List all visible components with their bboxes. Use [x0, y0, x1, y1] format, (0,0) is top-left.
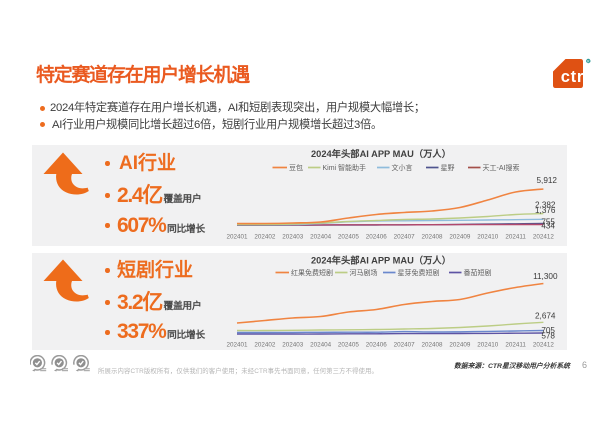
svg-text:202403: 202403	[282, 341, 304, 348]
svg-text:河马剧场: 河马剧场	[350, 268, 378, 277]
svg-text:Kimi 智能助手: Kimi 智能助手	[323, 163, 367, 172]
svg-text:202410: 202410	[477, 234, 499, 241]
svg-text:星芽免费短剧: 星芽免费短剧	[398, 268, 440, 277]
svg-text:202406: 202406	[366, 341, 388, 348]
svg-text:豆包: 豆包	[289, 163, 303, 172]
svg-text:2,674: 2,674	[535, 312, 556, 321]
svg-text:202401: 202401	[226, 234, 248, 241]
svg-text:R: R	[587, 59, 590, 63]
svg-text:5,912: 5,912	[537, 176, 558, 185]
svg-text:星野: 星野	[441, 164, 455, 172]
svg-text:ctr: ctr	[561, 68, 584, 86]
svg-text:文小言: 文小言	[392, 163, 413, 172]
svg-text:202407: 202407	[394, 341, 416, 348]
svg-text:202405: 202405	[338, 341, 360, 348]
svg-text:1,376: 1,376	[535, 206, 556, 215]
svg-text:202408: 202408	[421, 341, 443, 348]
svg-text:755: 755	[541, 218, 555, 227]
svg-text:202412: 202412	[533, 234, 555, 241]
svg-text:202406: 202406	[366, 234, 388, 241]
svg-text:202401: 202401	[226, 341, 248, 348]
svg-text:11,300: 11,300	[533, 272, 558, 281]
svg-text:202402: 202402	[254, 234, 276, 241]
svg-text:2024年头部AI APP MAU（万人）: 2024年头部AI APP MAU（万人）	[311, 255, 451, 266]
svg-text:434: 434	[541, 222, 555, 231]
svg-text:2,382: 2,382	[535, 200, 556, 209]
svg-text:705: 705	[541, 326, 555, 335]
svg-text:202404: 202404	[310, 234, 332, 241]
svg-text:202408: 202408	[421, 234, 443, 241]
svg-text:202410: 202410	[477, 341, 499, 348]
svg-text:578: 578	[541, 331, 555, 340]
svg-text:202403: 202403	[282, 234, 304, 241]
svg-text:202407: 202407	[394, 234, 416, 241]
svg-text:番茄短剧: 番茄短剧	[464, 268, 492, 277]
svg-text:202405: 202405	[338, 234, 360, 241]
svg-text:2024年头部AI APP MAU（万人）: 2024年头部AI APP MAU（万人）	[311, 148, 451, 159]
svg-text:202402: 202402	[254, 341, 276, 348]
svg-text:202412: 202412	[533, 341, 555, 348]
svg-text:红果免费短剧: 红果免费短剧	[291, 268, 333, 277]
svg-text:202404: 202404	[310, 341, 332, 348]
svg-text:202409: 202409	[449, 341, 471, 348]
svg-text:202411: 202411	[505, 234, 526, 241]
svg-text:202411: 202411	[505, 341, 526, 348]
svg-text:202409: 202409	[449, 234, 471, 241]
svg-text:天工-AI搜索: 天工-AI搜索	[483, 163, 520, 172]
